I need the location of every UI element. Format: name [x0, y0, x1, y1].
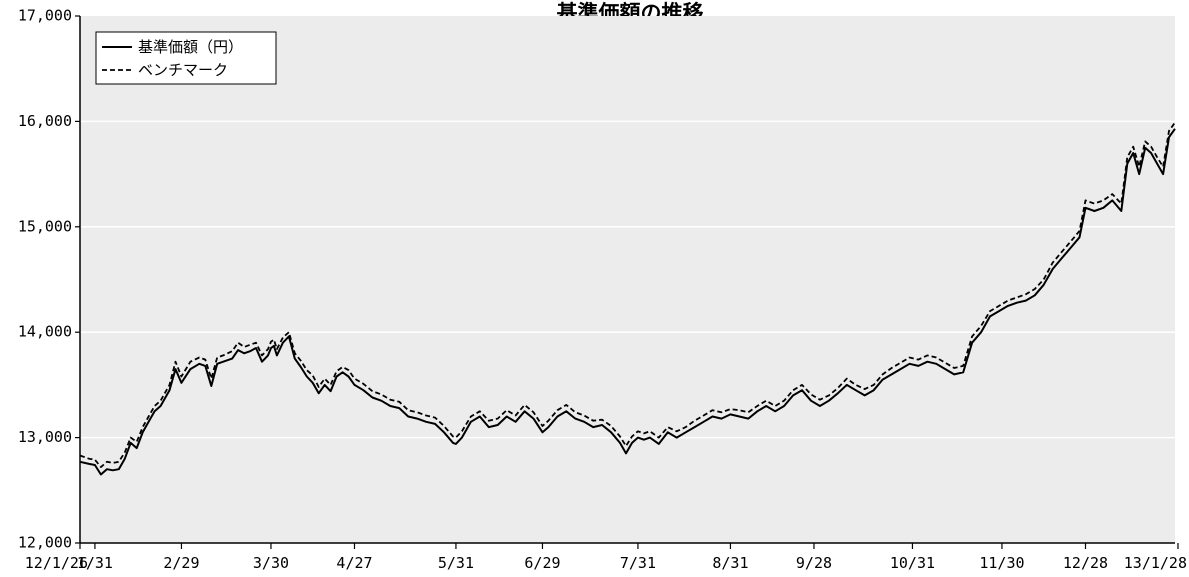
- series-line-benchmark: [79, 121, 1176, 469]
- x-tick-label: 6/29: [524, 554, 560, 572]
- x-tick-label: 8/31: [712, 554, 748, 572]
- x-tick-label: 13/1/28: [1124, 554, 1187, 572]
- x-tick-label: 7/31: [620, 554, 656, 572]
- y-tick-label: 16,000: [18, 112, 72, 130]
- x-tick-label: 11/30: [979, 554, 1024, 572]
- series-group: [79, 121, 1176, 476]
- x-tick-label: 1/31: [77, 554, 113, 572]
- x-tick-label: 3/30: [253, 554, 289, 572]
- y-tick-label: 15,000: [18, 217, 72, 235]
- x-tick-label: 10/31: [890, 554, 935, 572]
- series-line-nav: [79, 128, 1176, 476]
- y-axis-ticks: 12,000 13,000 14,000 15,000 16,000 17,000: [18, 7, 80, 552]
- y-tick-label: 12,000: [18, 534, 72, 552]
- y-tick-label: 13,000: [18, 428, 72, 446]
- y-tick-label: 17,000: [18, 7, 72, 25]
- y-tick-label: 14,000: [18, 323, 72, 341]
- plot-area: [80, 16, 1175, 543]
- x-tick-label: 12/28: [1063, 554, 1108, 572]
- x-tick-label: 9/28: [796, 554, 832, 572]
- x-axis-ticks: 12/1/261/31 2/29 3/30 4/27 5/31 6/29 7/31 8/31 9…: [25, 543, 1187, 572]
- gridlines: [80, 120, 1175, 439]
- legend-box: [95, 31, 277, 85]
- legend-label-benchmark: ベンチマーク: [138, 61, 228, 79]
- legend-label-nav: 基準価額（円）: [138, 38, 243, 56]
- x-tick-label: 5/31: [438, 554, 474, 572]
- x-tick-label: 2/29: [163, 554, 199, 572]
- legend: 基準価額（円） ベンチマーク: [95, 31, 277, 85]
- x-tick-label: 12/1/26: [25, 554, 88, 572]
- x-tick-label: 4/27: [336, 554, 372, 572]
